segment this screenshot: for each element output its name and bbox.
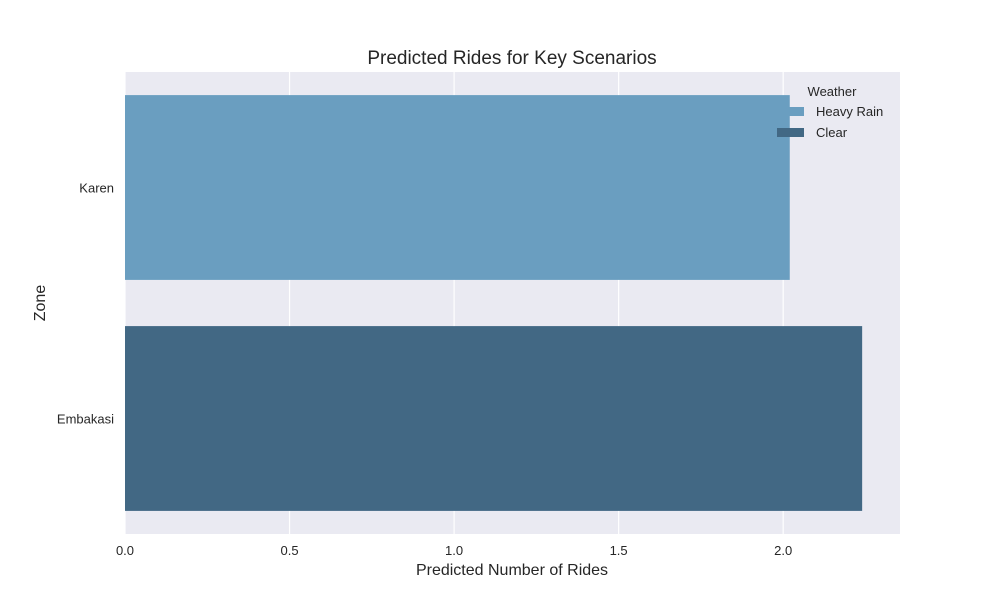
legend-title: Weather bbox=[808, 84, 858, 99]
chart-title: Predicted Rides for Key Scenarios bbox=[367, 48, 656, 69]
x-axis-ticks: 0.0 0.5 1.0 1.5 2.0 bbox=[116, 543, 792, 558]
legend-swatch-clear bbox=[777, 128, 804, 137]
legend-swatch-heavy-rain bbox=[777, 107, 804, 116]
bar-karen bbox=[125, 95, 790, 280]
legend-label-clear: Clear bbox=[816, 125, 848, 140]
x-tick-label: 0.0 bbox=[116, 543, 134, 558]
y-tick-label: Karen bbox=[79, 181, 114, 196]
x-axis-label: Predicted Number of Rides bbox=[416, 562, 608, 579]
x-tick-label: 2.0 bbox=[774, 543, 792, 558]
y-tick-label: Embakasi bbox=[57, 412, 114, 427]
y-axis-label: Zone bbox=[32, 285, 49, 322]
x-tick-label: 1.0 bbox=[445, 543, 463, 558]
bar-embakasi bbox=[125, 326, 863, 511]
x-tick-label: 0.5 bbox=[281, 543, 299, 558]
y-axis-ticks: Karen Embakasi bbox=[57, 181, 114, 427]
x-tick-label: 1.5 bbox=[610, 543, 628, 558]
legend: Weather Heavy Rain Clear bbox=[777, 84, 883, 140]
bars bbox=[125, 95, 863, 511]
legend-label-heavy-rain: Heavy Rain bbox=[816, 104, 883, 119]
